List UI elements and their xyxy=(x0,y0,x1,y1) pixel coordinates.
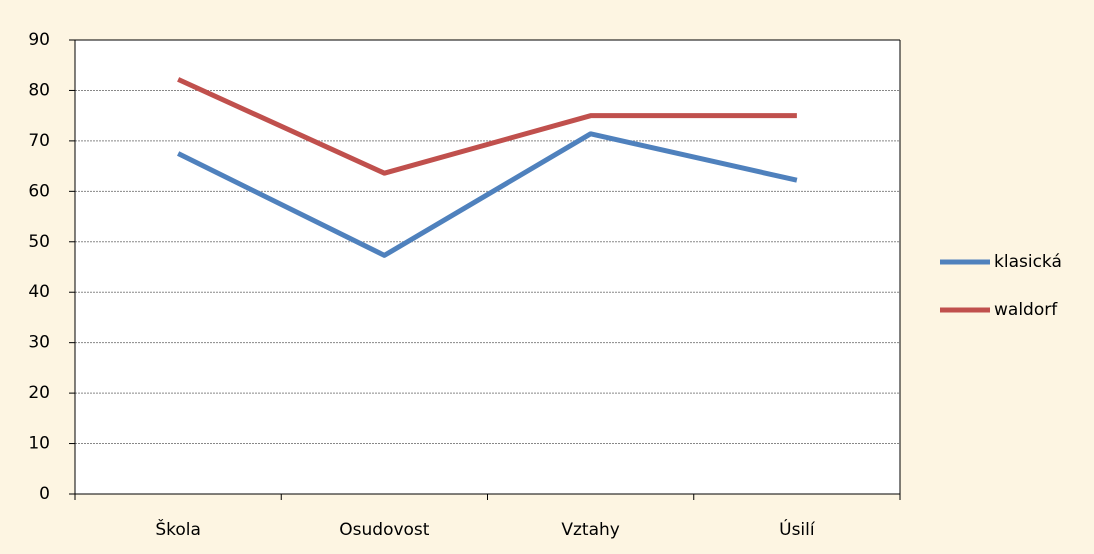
y-tick-label: 80 xyxy=(28,80,50,100)
y-tick-label: 40 xyxy=(28,282,50,302)
x-tick-label: Škola xyxy=(155,518,201,540)
y-tick-label: 50 xyxy=(28,232,50,252)
legend-label: waldorf xyxy=(994,300,1058,320)
series-line xyxy=(177,131,798,258)
legend-label: klasická xyxy=(994,252,1062,272)
series-line xyxy=(177,77,797,176)
y-tick-label: 20 xyxy=(28,383,50,403)
y-tick-label: 0 xyxy=(39,484,50,504)
plot-area xyxy=(75,40,900,494)
y-tick-label: 90 xyxy=(28,30,50,50)
y-tick-label: 60 xyxy=(28,181,50,201)
x-tick-label: Úsilí xyxy=(779,518,816,540)
x-tick-label: Vztahy xyxy=(561,520,619,540)
x-tick-label: Osudovost xyxy=(339,520,430,540)
y-tick-label: 70 xyxy=(28,131,50,151)
y-tick-label: 30 xyxy=(28,333,50,353)
y-tick-label: 10 xyxy=(28,434,50,454)
